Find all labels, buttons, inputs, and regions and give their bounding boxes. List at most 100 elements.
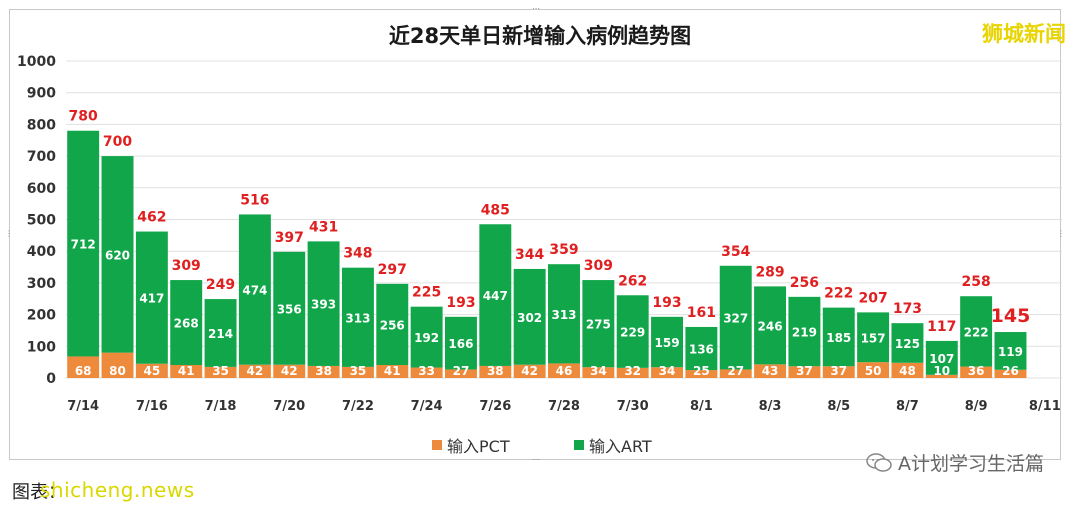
data-label-total: 344 [515,247,544,263]
bar-pct [513,364,546,378]
x-tick-label: 8/11 [1029,399,1061,414]
x-tick-label: 8/3 [759,399,782,414]
bar-pct [238,364,271,378]
data-label-pct: 33 [418,364,435,378]
data-label-pct: 26 [1002,364,1019,378]
y-tick-label: 800 [27,117,56,133]
x-tick-label: 7/28 [548,399,580,414]
bar-pct [719,369,752,378]
bar-art [273,251,306,365]
y-tick-label: 600 [27,181,56,197]
bar-pct [891,362,924,378]
resize-handle-left[interactable]: ⋮ [5,229,13,238]
data-label-art: 192 [414,331,439,345]
bar-pct [925,374,958,378]
bar-art [994,332,1027,370]
x-tick-label: 8/7 [896,399,919,414]
data-label-art: 166 [448,337,473,351]
bar-pct [616,367,649,378]
data-label-total: 173 [893,301,922,317]
bar-pct [444,369,477,378]
bar-art [204,299,237,367]
data-label-total: 700 [103,134,132,150]
y-tick-label: 200 [27,308,56,324]
data-label-art: 327 [723,312,748,326]
data-label-total: 225 [412,285,441,301]
data-label-pct: 46 [556,364,573,378]
bar-art [788,296,821,367]
bar-art [548,264,580,364]
resize-handle-top[interactable]: ⋯ [532,4,540,13]
bar-pct [135,363,168,378]
legend-label-pct: 输入PCT [447,437,510,456]
data-label-art: 302 [517,311,542,325]
data-label-pct: 25 [693,364,710,378]
resize-handle-right[interactable]: ⋮ [1057,229,1065,238]
data-label-art: 313 [345,311,370,325]
bar-art [822,307,855,367]
bar-pct [822,366,855,378]
bar-art [960,296,993,367]
data-label-art: 185 [826,331,851,345]
resize-handle-bottom[interactable]: ⋯ [532,455,540,464]
data-label-total: 485 [481,202,510,218]
data-label-pct: 37 [830,364,847,378]
data-label-total: 207 [858,290,887,306]
data-label-art: 313 [551,308,576,322]
bar-pct [410,367,443,378]
bar-art [238,214,271,365]
legend-item-art: 输入ART [574,433,652,457]
x-tick-label: 7/16 [136,399,168,414]
data-label-total: 193 [652,295,681,311]
data-label-pct: 41 [178,364,195,378]
bar-pct [307,365,340,378]
bar-art [341,267,374,367]
x-tick-label: 7/26 [479,399,511,414]
data-label-total: 780 [69,109,98,125]
bar-pct [685,370,718,378]
data-label-pct: 42 [521,364,538,378]
data-label-pct: 36 [968,364,985,378]
data-label-art: 222 [964,325,989,339]
data-label-pct: 50 [865,364,882,378]
data-label-art: 275 [586,318,611,332]
data-label-total: 462 [137,210,166,226]
bar-art [891,323,924,363]
bar-pct [994,369,1027,378]
bar-pct [204,366,237,378]
data-label-art: 125 [895,337,920,351]
data-label-total: 354 [721,244,750,260]
bar-art [307,241,340,366]
wechat-account: A计划学习生活篇 [866,449,1044,476]
x-tick-label: 8/9 [965,399,988,414]
data-label-pct: 27 [727,364,744,378]
bar-pct [67,356,100,378]
bar-pct [960,366,993,378]
data-label-art: 107 [929,352,954,366]
y-tick-label: 300 [27,276,56,292]
y-tick-label: 100 [27,339,56,355]
data-label-pct: 37 [796,364,813,378]
data-label-pct: 38 [487,364,504,378]
bar-art [410,306,443,368]
bar-pct [273,364,306,378]
data-label-total: 256 [790,275,819,291]
bar-art [67,130,100,357]
data-label-pct: 80 [109,364,126,378]
x-tick-label: 7/22 [342,399,374,414]
x-tick-label: 8/1 [690,399,713,414]
footer-credit: 图表： [12,482,66,503]
bar-art [582,280,615,368]
chart-frame: ⋯ ⋯ ⋮ ⋮ [5,4,1065,464]
data-label-total: 516 [240,192,269,208]
data-label-pct: 43 [762,364,779,378]
bar-art [135,231,168,364]
bar-pct [479,365,512,378]
data-label-art: 620 [105,248,130,262]
data-label-total: 161 [687,305,716,321]
chart-title: 近28天单日新增输入病例趋势图 [388,24,692,48]
x-tick-label: 7/20 [273,399,305,414]
data-label-total: 145 [991,305,1031,327]
data-label-pct: 48 [899,364,916,378]
